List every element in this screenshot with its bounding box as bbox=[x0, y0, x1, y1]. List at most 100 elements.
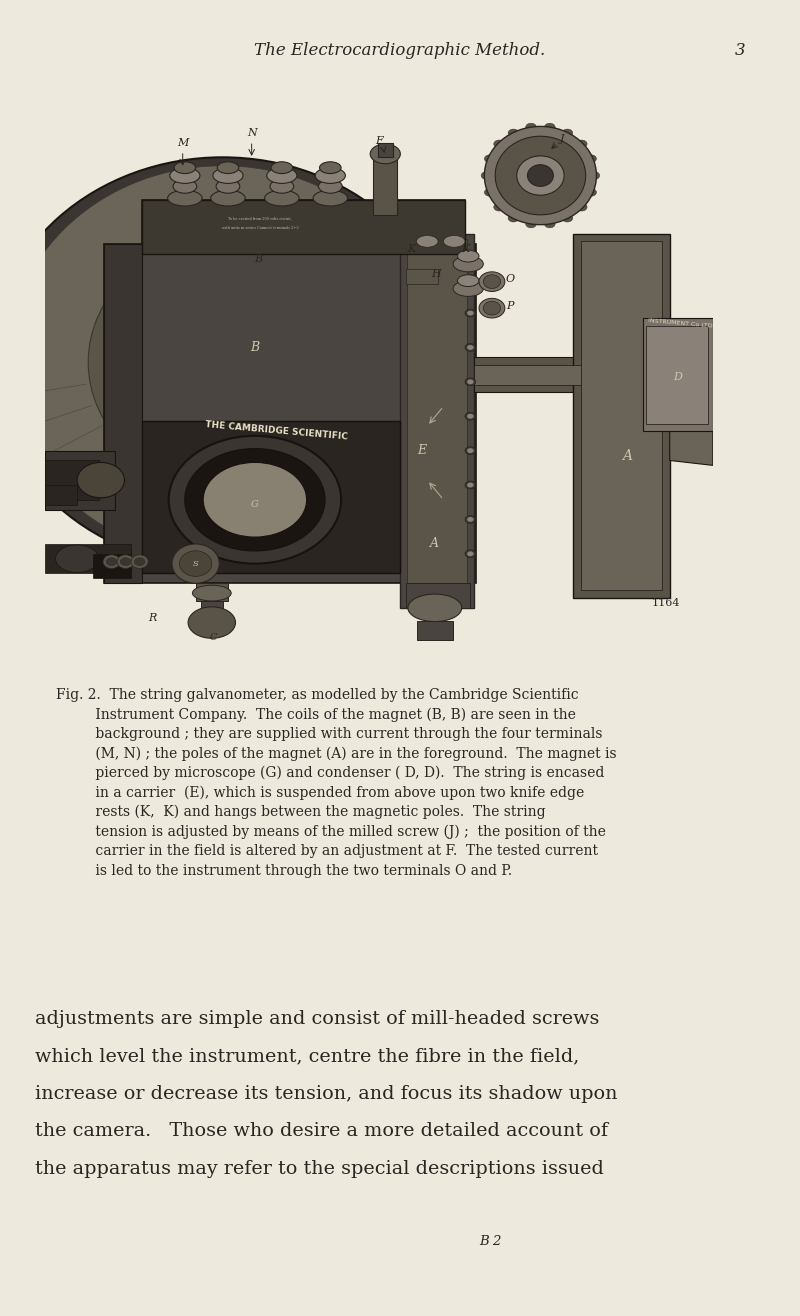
Bar bbox=[142, 200, 465, 254]
Ellipse shape bbox=[318, 179, 342, 193]
Ellipse shape bbox=[443, 236, 465, 247]
Text: THE CAMBRIDGE SCIENTIFIC: THE CAMBRIDGE SCIENTIFIC bbox=[205, 420, 348, 442]
Bar bbox=[45, 486, 77, 504]
Ellipse shape bbox=[174, 162, 196, 174]
Text: Fig. 2.  The string galvanometer, as modelled by the Cambridge Scientific: Fig. 2. The string galvanometer, as mode… bbox=[56, 688, 578, 701]
Polygon shape bbox=[104, 245, 142, 583]
Ellipse shape bbox=[319, 162, 341, 174]
Ellipse shape bbox=[494, 139, 505, 147]
Ellipse shape bbox=[544, 124, 555, 132]
Ellipse shape bbox=[453, 280, 483, 296]
Polygon shape bbox=[104, 200, 476, 583]
Text: R: R bbox=[148, 613, 157, 622]
Bar bbox=[45, 544, 131, 574]
Text: D: D bbox=[673, 372, 682, 382]
Ellipse shape bbox=[495, 137, 586, 215]
Bar bbox=[400, 234, 474, 608]
Ellipse shape bbox=[544, 220, 555, 228]
Ellipse shape bbox=[467, 379, 474, 384]
Bar bbox=[406, 268, 438, 284]
Bar bbox=[201, 601, 222, 622]
Ellipse shape bbox=[315, 167, 346, 183]
Text: B: B bbox=[250, 341, 259, 354]
Text: adjustments are simple and consist of mill-headed screws: adjustments are simple and consist of mi… bbox=[35, 1009, 599, 1028]
Ellipse shape bbox=[508, 215, 519, 222]
Text: O: O bbox=[506, 274, 515, 284]
Text: which level the instrument, centre the fibre in the field,: which level the instrument, centre the f… bbox=[35, 1048, 579, 1066]
Ellipse shape bbox=[562, 215, 573, 222]
Text: G: G bbox=[251, 500, 258, 509]
Text: rests (K,  K) and hangs between the magnetic poles.  The string: rests (K, K) and hangs between the magne… bbox=[56, 805, 546, 820]
Ellipse shape bbox=[526, 220, 537, 228]
Ellipse shape bbox=[458, 275, 479, 287]
Bar bbox=[582, 241, 662, 590]
Text: is led to the instrument through the two terminals O and P.: is led to the instrument through the two… bbox=[56, 863, 512, 878]
Bar bbox=[474, 357, 710, 392]
Ellipse shape bbox=[203, 462, 306, 537]
Text: C: C bbox=[209, 633, 217, 642]
Text: To be excited from 200 volts circuit,: To be excited from 200 volts circuit, bbox=[228, 216, 292, 220]
Ellipse shape bbox=[193, 586, 231, 601]
Ellipse shape bbox=[271, 162, 293, 174]
Ellipse shape bbox=[168, 191, 202, 207]
Text: with units in series Connect terminals 2+3: with units in series Connect terminals 2… bbox=[222, 225, 298, 229]
Text: K: K bbox=[407, 245, 415, 254]
Ellipse shape bbox=[265, 191, 299, 207]
Bar bbox=[406, 583, 470, 608]
Ellipse shape bbox=[576, 139, 587, 147]
Ellipse shape bbox=[417, 236, 438, 247]
Ellipse shape bbox=[179, 551, 212, 576]
Text: A: A bbox=[430, 537, 439, 550]
Ellipse shape bbox=[465, 343, 476, 351]
Text: 1164: 1164 bbox=[652, 597, 681, 608]
Bar bbox=[142, 421, 400, 574]
Text: in a carrier  (E), which is suspended from above upon two knife edge: in a carrier (E), which is suspended fro… bbox=[56, 786, 584, 800]
Bar bbox=[573, 234, 670, 597]
Ellipse shape bbox=[562, 129, 573, 137]
Ellipse shape bbox=[173, 179, 197, 193]
Ellipse shape bbox=[586, 155, 597, 163]
Ellipse shape bbox=[485, 188, 495, 196]
Ellipse shape bbox=[481, 171, 492, 179]
Ellipse shape bbox=[408, 594, 462, 621]
Ellipse shape bbox=[370, 143, 400, 163]
Ellipse shape bbox=[467, 311, 474, 316]
Ellipse shape bbox=[508, 129, 519, 137]
Ellipse shape bbox=[172, 544, 219, 583]
Text: increase or decrease its tension, and focus its shadow upon: increase or decrease its tension, and fo… bbox=[35, 1084, 618, 1103]
Ellipse shape bbox=[483, 301, 501, 315]
Text: pierced by microscope (G) and condenser ( D, D).  The string is encased: pierced by microscope (G) and condenser … bbox=[56, 766, 604, 780]
Ellipse shape bbox=[120, 558, 131, 566]
Ellipse shape bbox=[479, 299, 505, 318]
Bar bbox=[646, 326, 709, 424]
Ellipse shape bbox=[589, 171, 600, 179]
Ellipse shape bbox=[465, 275, 476, 283]
Polygon shape bbox=[670, 322, 713, 466]
Ellipse shape bbox=[453, 257, 483, 272]
Ellipse shape bbox=[465, 309, 476, 317]
Text: INSTRUMENT Co LTD: INSTRUMENT Co LTD bbox=[648, 317, 713, 328]
Ellipse shape bbox=[55, 545, 98, 572]
Ellipse shape bbox=[188, 607, 235, 638]
Bar bbox=[374, 155, 397, 215]
Text: K: K bbox=[461, 245, 469, 254]
Ellipse shape bbox=[313, 191, 347, 207]
Ellipse shape bbox=[106, 558, 117, 566]
Text: B: B bbox=[254, 254, 262, 265]
Ellipse shape bbox=[0, 158, 454, 567]
Ellipse shape bbox=[467, 551, 474, 557]
Ellipse shape bbox=[170, 167, 200, 183]
Ellipse shape bbox=[467, 413, 474, 418]
Text: tension is adjusted by means of the milled screw (J) ;  the position of the: tension is adjusted by means of the mill… bbox=[56, 825, 606, 838]
Text: H: H bbox=[431, 268, 441, 279]
Text: A: A bbox=[622, 449, 632, 462]
Ellipse shape bbox=[169, 436, 341, 563]
Ellipse shape bbox=[467, 449, 474, 453]
Ellipse shape bbox=[517, 155, 564, 195]
Bar bbox=[417, 621, 453, 641]
Text: E: E bbox=[418, 443, 426, 457]
Ellipse shape bbox=[467, 345, 474, 350]
Text: The Electrocardiographic Method.: The Electrocardiographic Method. bbox=[254, 42, 546, 59]
Text: (M, N) ; the poles of the magnet (A) are in the foreground.  The magnet is: (M, N) ; the poles of the magnet (A) are… bbox=[56, 746, 617, 761]
Ellipse shape bbox=[88, 240, 357, 484]
